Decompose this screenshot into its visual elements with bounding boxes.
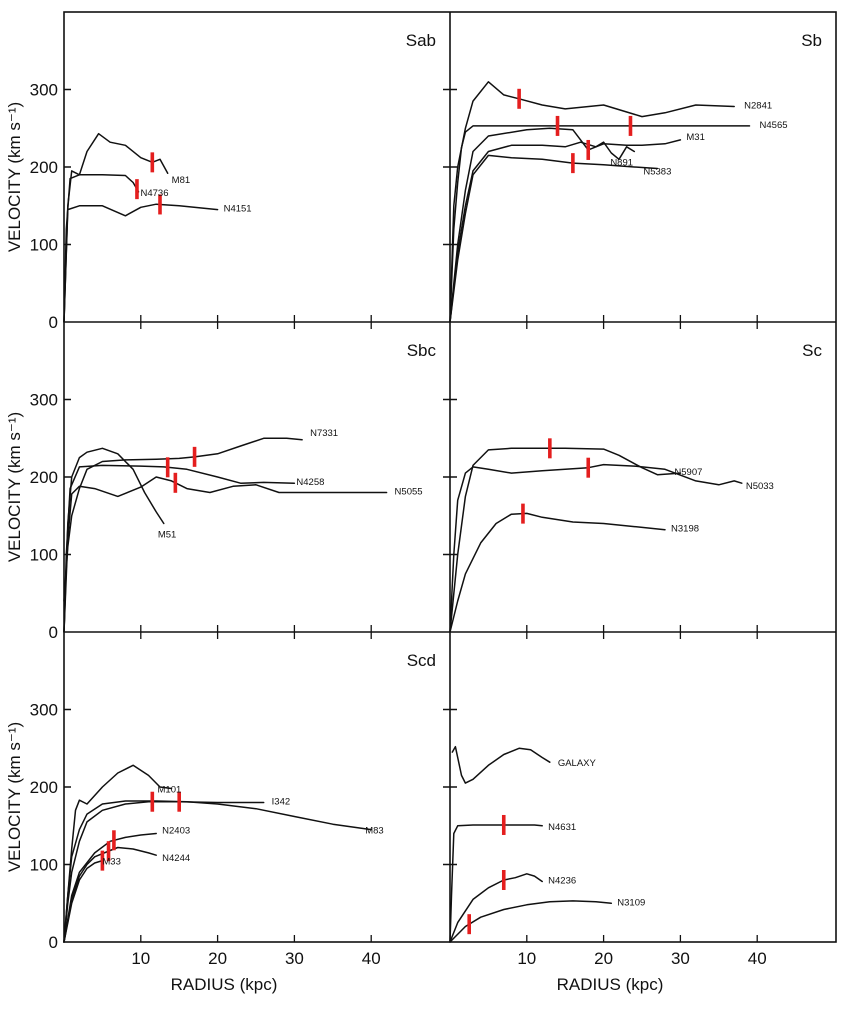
curve-label: N4258 bbox=[296, 477, 324, 488]
panel-title: Sab bbox=[406, 31, 436, 50]
x-tick-label: 20 bbox=[594, 949, 613, 968]
curve-label: M83 bbox=[365, 826, 383, 837]
rotation-curve-n4565 bbox=[449, 125, 751, 323]
y-axis-label: VELOCITY (km s⁻¹) bbox=[5, 722, 24, 872]
curve-label: N4244 bbox=[162, 853, 190, 864]
y-tick-label: 300 bbox=[30, 81, 58, 100]
curves bbox=[63, 81, 751, 943]
curve-label: I342 bbox=[272, 797, 291, 808]
curve-label: N4631 bbox=[548, 822, 576, 833]
curve-label: N7331 bbox=[310, 428, 338, 439]
rotation-curve-m31 bbox=[449, 127, 682, 323]
rotation-curve-m101 bbox=[63, 764, 173, 943]
x-tick-label: 10 bbox=[131, 949, 150, 968]
panel-title: Scd bbox=[407, 651, 436, 670]
curve-label: N5383 bbox=[643, 167, 671, 178]
y-tick-label: 0 bbox=[49, 313, 58, 332]
rotation-curve-m83 bbox=[63, 800, 372, 943]
y-axis-label: VELOCITY (km s⁻¹) bbox=[5, 102, 24, 252]
y-tick-label: 200 bbox=[30, 158, 58, 177]
curve-label: N891 bbox=[610, 158, 633, 169]
panel-title: Sc bbox=[802, 341, 822, 360]
rotation-curve-n4236 bbox=[449, 873, 543, 943]
curve-label: GALAXY bbox=[558, 758, 597, 769]
y-tick-label: 0 bbox=[49, 623, 58, 642]
curve-label: N5055 bbox=[395, 487, 423, 498]
rotation-curve-n5383 bbox=[449, 154, 659, 323]
x-tick-label: 30 bbox=[285, 949, 304, 968]
axes bbox=[64, 88, 758, 942]
y-tick-label: 200 bbox=[30, 468, 58, 487]
rotation-curve-i342 bbox=[63, 800, 265, 943]
x-tick-label: 40 bbox=[748, 949, 767, 968]
rotation-curve-galaxy bbox=[451, 745, 551, 784]
y-tick-label: 200 bbox=[30, 778, 58, 797]
rotation-curve-n5033 bbox=[449, 463, 743, 633]
rotation-curve-n4631 bbox=[449, 824, 543, 943]
rotation-curve-n7331 bbox=[63, 437, 303, 602]
y-tick-label: 100 bbox=[30, 546, 58, 565]
rotation-curve-n2841 bbox=[449, 81, 735, 323]
rotation-curve-m51 bbox=[63, 447, 165, 633]
x-tick-label: 10 bbox=[517, 949, 536, 968]
y-tick-label: 100 bbox=[30, 856, 58, 875]
panel-title: Sb bbox=[801, 31, 822, 50]
rotation-curve-n5907 bbox=[449, 447, 682, 633]
rotation-curve-n891 bbox=[449, 141, 636, 323]
rotation-curve-n3109 bbox=[449, 900, 613, 943]
curve-label: M51 bbox=[158, 530, 176, 541]
y-tick-label: 300 bbox=[30, 391, 58, 410]
rotation-curve-n2403 bbox=[63, 832, 157, 943]
rotation-curve-n5055 bbox=[63, 476, 388, 633]
y-tick-label: 100 bbox=[30, 236, 58, 255]
curve-label: N4736 bbox=[140, 188, 168, 199]
x-tick-label: 30 bbox=[671, 949, 690, 968]
curve-label: N5907 bbox=[674, 467, 702, 478]
curve-label: N4236 bbox=[548, 876, 576, 887]
curve-label: N2841 bbox=[744, 101, 772, 112]
markers bbox=[100, 88, 633, 935]
curve-label: M101 bbox=[158, 785, 182, 796]
y-tick-label: 0 bbox=[49, 933, 58, 952]
curve-label: N5033 bbox=[746, 481, 774, 492]
curve-label: M33 bbox=[102, 857, 120, 868]
y-axis-label: VELOCITY (km s⁻¹) bbox=[5, 412, 24, 562]
panel-title: Sbc bbox=[407, 341, 437, 360]
curve-label: N3109 bbox=[617, 897, 645, 908]
y-tick-label: 300 bbox=[30, 701, 58, 720]
x-tick-label: 40 bbox=[362, 949, 381, 968]
rotation-curve-n4736 bbox=[63, 174, 140, 323]
x-tick-label: 20 bbox=[208, 949, 227, 968]
curve-label: N2403 bbox=[162, 826, 190, 837]
x-axis-label: RADIUS (kpc) bbox=[557, 975, 664, 994]
curve-label: M31 bbox=[686, 132, 704, 143]
curve-label: N4565 bbox=[760, 120, 788, 131]
rotation-curve-m33 bbox=[63, 859, 104, 943]
x-axis-label: RADIUS (kpc) bbox=[171, 975, 278, 994]
curve-label: N4151 bbox=[224, 204, 252, 215]
rotation-curve-n3198 bbox=[449, 512, 666, 633]
rotation-curve-n4151 bbox=[63, 203, 219, 323]
curve-label: N3198 bbox=[671, 524, 699, 535]
curve-label: M81 bbox=[172, 175, 190, 186]
